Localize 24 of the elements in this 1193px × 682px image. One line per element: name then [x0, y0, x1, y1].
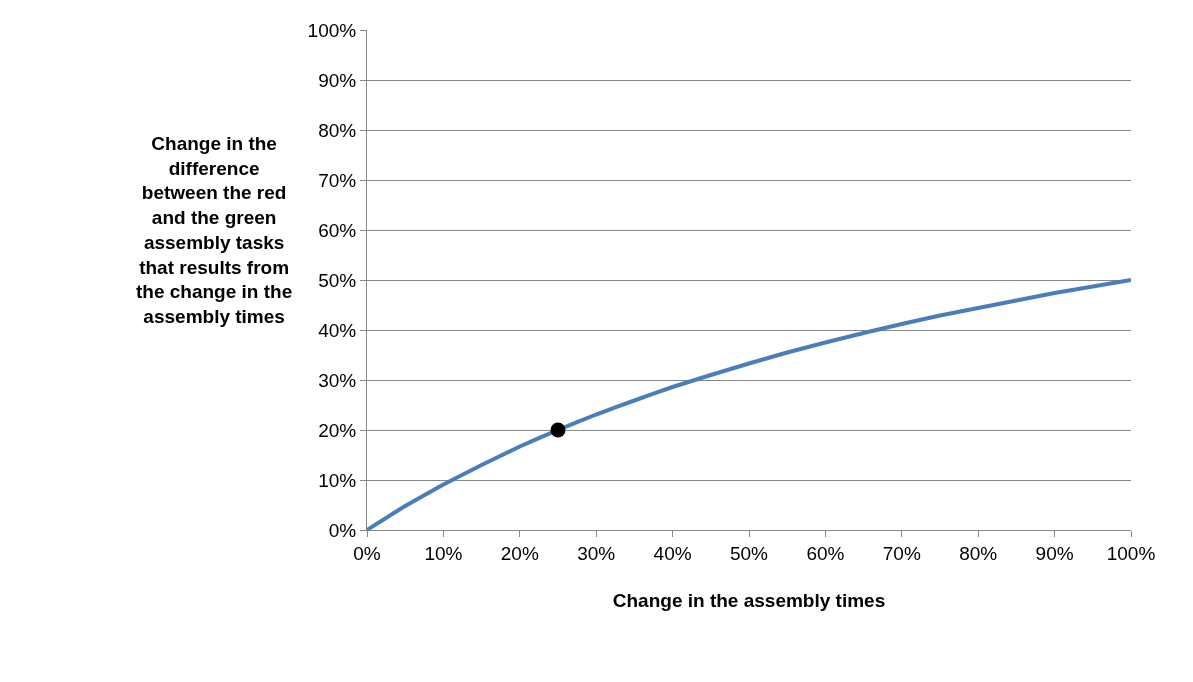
y-tick-label: 90%	[318, 69, 357, 91]
x-tick-label: 100%	[1106, 542, 1156, 564]
x-tick-label: 10%	[424, 542, 463, 564]
y-tick-label: 70%	[318, 169, 357, 191]
x-tick-label: 0%	[353, 542, 381, 564]
y-tick-label: 60%	[318, 219, 357, 241]
x-tick-label: 90%	[1035, 542, 1074, 564]
x-tick-label: 70%	[882, 542, 921, 564]
y-tick-label: 20%	[318, 419, 357, 441]
y-axis-title: Change in the difference between the red and the green assembly tasks that results from the change in the assembly times	[136, 133, 293, 327]
y-tick-label: 100%	[307, 19, 357, 41]
x-tick-label: 50%	[729, 542, 769, 564]
x-tick-label: 30%	[577, 542, 616, 564]
x-tick-label: 80%	[959, 542, 998, 564]
x-tick-label: 40%	[653, 542, 692, 564]
x-tick-label: 60%	[806, 542, 845, 564]
y-tick-label: 30%	[318, 369, 357, 391]
x-axis-title: Change in the assembly times	[612, 589, 886, 611]
y-tick-label: 10%	[318, 469, 357, 491]
y-tick-label: 40%	[318, 319, 357, 341]
y-tick-label: 0%	[328, 519, 357, 541]
x-tick-label: 20%	[500, 542, 539, 564]
y-tick-label: 80%	[318, 119, 357, 141]
y-tick-label: 50%	[318, 269, 357, 291]
